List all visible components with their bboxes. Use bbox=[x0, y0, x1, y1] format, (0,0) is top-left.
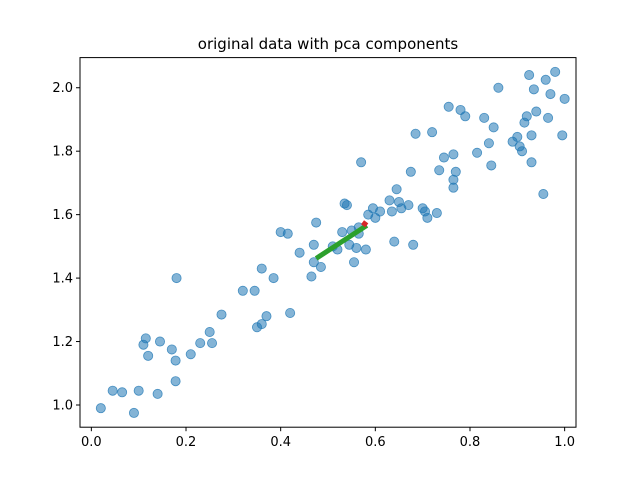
data-point bbox=[308, 257, 319, 268]
data-point bbox=[256, 263, 267, 274]
data-point bbox=[550, 66, 561, 77]
data-point bbox=[521, 111, 532, 122]
data-point bbox=[524, 70, 535, 81]
data-point bbox=[360, 244, 371, 255]
points-layer bbox=[95, 66, 570, 418]
data-point bbox=[107, 385, 118, 396]
data-point bbox=[526, 130, 537, 141]
data-point bbox=[140, 333, 151, 344]
data-point bbox=[128, 407, 139, 418]
x-tick-label: 0.6 bbox=[365, 435, 386, 450]
data-point bbox=[422, 212, 433, 223]
axes-layer: 0.0 0.2 0.4 0.6 0.8 1.0 1.0 1.2 1.4 1.6 1.8 2.0 bbox=[52, 81, 575, 450]
data-point bbox=[171, 273, 182, 284]
chart-title: original data with pca components bbox=[198, 35, 459, 53]
data-point bbox=[540, 74, 551, 85]
pca-component-1 bbox=[314, 223, 369, 261]
data-point bbox=[195, 338, 206, 349]
data-point bbox=[483, 138, 494, 149]
data-point bbox=[337, 227, 348, 238]
components-layer bbox=[314, 220, 369, 261]
data-point bbox=[486, 160, 497, 171]
data-point bbox=[306, 271, 317, 282]
data-point bbox=[170, 355, 181, 366]
y-tick-label: 1.4 bbox=[52, 272, 73, 287]
data-point bbox=[389, 236, 400, 247]
data-point bbox=[154, 336, 165, 347]
data-point bbox=[559, 93, 570, 104]
data-point bbox=[488, 122, 499, 133]
data-point bbox=[448, 149, 459, 160]
data-point bbox=[543, 112, 554, 123]
pca-component-2 bbox=[361, 220, 369, 228]
data-point bbox=[408, 239, 419, 250]
x-tick-label: 0.4 bbox=[270, 435, 291, 450]
data-point bbox=[341, 200, 352, 211]
data-point bbox=[512, 131, 523, 142]
y-tick-label: 1.6 bbox=[52, 208, 73, 223]
data-point bbox=[403, 200, 414, 211]
y-tick-label: 1.0 bbox=[52, 398, 73, 413]
data-point bbox=[531, 106, 542, 117]
data-point bbox=[443, 101, 454, 112]
data-point bbox=[517, 146, 528, 157]
data-point bbox=[405, 166, 416, 177]
data-point bbox=[493, 82, 504, 93]
data-point bbox=[434, 165, 445, 176]
data-point bbox=[375, 206, 386, 217]
data-point bbox=[450, 166, 461, 177]
y-tick-label: 1.8 bbox=[52, 145, 73, 160]
data-point bbox=[285, 307, 296, 318]
data-point bbox=[261, 311, 272, 322]
data-point bbox=[166, 344, 177, 355]
data-point bbox=[207, 338, 218, 349]
data-point bbox=[143, 350, 154, 361]
data-point bbox=[349, 257, 360, 268]
plot-frame bbox=[79, 57, 577, 428]
y-tick-label: 2.0 bbox=[52, 81, 73, 96]
data-point bbox=[256, 319, 267, 330]
data-point bbox=[95, 403, 106, 414]
data-point bbox=[237, 285, 248, 296]
data-point bbox=[479, 112, 490, 123]
x-tick-label: 0.8 bbox=[460, 435, 481, 450]
data-point bbox=[472, 147, 483, 158]
data-point bbox=[308, 239, 319, 250]
data-point bbox=[351, 242, 362, 253]
data-point bbox=[427, 127, 438, 138]
data-point bbox=[460, 111, 471, 122]
data-point bbox=[557, 130, 568, 141]
data-point bbox=[391, 184, 402, 195]
data-point bbox=[356, 157, 367, 168]
data-point bbox=[386, 206, 397, 217]
data-point bbox=[117, 387, 128, 398]
data-point bbox=[528, 84, 539, 95]
data-point bbox=[268, 273, 279, 284]
data-point bbox=[526, 157, 537, 168]
data-point bbox=[438, 152, 449, 163]
data-point bbox=[410, 128, 421, 139]
data-point bbox=[282, 228, 293, 239]
data-point bbox=[311, 217, 322, 228]
data-point bbox=[185, 349, 196, 360]
data-point bbox=[448, 182, 459, 193]
data-point bbox=[133, 385, 144, 396]
x-tick-label: 1.0 bbox=[554, 435, 575, 450]
x-tick-label: 0.0 bbox=[81, 435, 102, 450]
data-point bbox=[249, 285, 260, 296]
data-point bbox=[170, 376, 181, 387]
data-point bbox=[315, 261, 326, 272]
y-tick-label: 1.2 bbox=[52, 335, 73, 350]
data-point bbox=[431, 208, 442, 219]
data-point bbox=[538, 189, 549, 200]
data-point bbox=[204, 327, 215, 338]
data-point bbox=[545, 89, 556, 100]
data-point bbox=[384, 195, 395, 206]
x-tick-label: 0.2 bbox=[176, 435, 197, 450]
data-point bbox=[216, 309, 227, 320]
data-point bbox=[152, 388, 163, 399]
data-point bbox=[294, 247, 305, 258]
